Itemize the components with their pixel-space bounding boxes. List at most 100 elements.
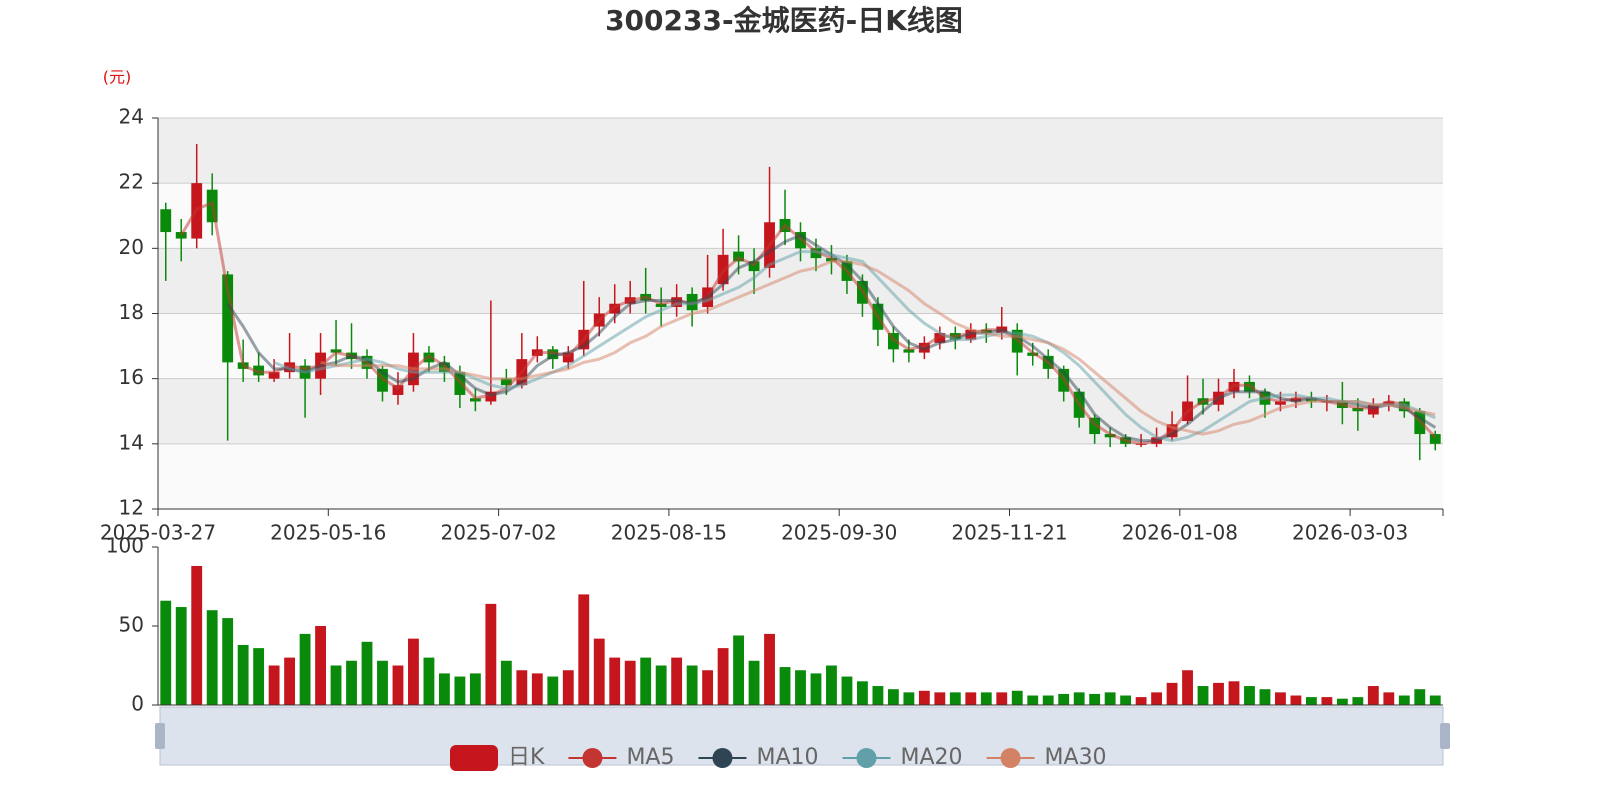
x-tick-label: 2025-08-15 [611,521,727,545]
volume-bar [748,660,760,705]
split-area [158,443,1443,509]
volume-bar [795,670,806,705]
candle-body [253,365,265,376]
volume-bar [887,689,899,705]
volume-bar [222,618,234,705]
candle-body [1367,404,1379,415]
volume-bar [1228,681,1240,705]
legend-item[interactable]: MA20 [842,745,963,770]
y-tick-label: 22 [119,170,144,194]
candle-body [1352,407,1364,412]
x-tick-label: 2026-03-03 [1292,521,1408,545]
y-tick-label: 18 [119,300,144,324]
legend-label: MA5 [626,745,674,770]
split-area [158,118,1443,184]
volume-bar [1073,692,1085,705]
volume-bar [934,692,946,705]
volume-bar [516,670,528,705]
legend-item[interactable]: 日K [450,745,545,771]
volume-bar [500,660,512,705]
volume-bar [1321,697,1333,705]
volume-bar [918,690,930,705]
volume-bar [408,638,419,705]
legend-icon [582,748,603,768]
volume-bar [609,657,621,705]
volume-bar [1367,686,1379,705]
volume-bar [1352,697,1364,705]
volume-bar [949,692,961,705]
volume-bar [1414,689,1426,705]
volume-bar [733,635,744,705]
volume-bar [562,670,574,705]
volume-bar [624,660,636,705]
volume-bar [655,665,667,705]
volume-bar [1104,692,1116,705]
volume-bar [454,676,466,705]
volume-bar [547,676,559,705]
volume-bar [531,673,543,705]
zoom-slider[interactable] [159,706,1444,766]
candle-body [1305,398,1317,402]
volume-bar [160,600,172,705]
volume-bar [315,626,326,705]
volume-bar [1429,695,1441,705]
volume-bar [1259,689,1271,705]
legend-label: MA30 [1045,745,1107,770]
y-tick-label: 50 [119,613,144,637]
volume-bar [872,686,884,705]
legend-label: 日K [508,745,545,770]
legend-item[interactable]: MA10 [698,745,819,770]
volume-bar [841,676,853,705]
volume-bar [330,665,342,705]
x-tick-label: 2025-07-02 [440,521,556,545]
volume-bar [702,670,714,705]
candle-body [733,251,744,262]
candle-body [268,372,280,379]
legend-icon [712,748,733,768]
candle-body [1429,434,1441,444]
volume-bar [826,665,837,705]
volume-bar [175,607,187,705]
candle-body [655,303,667,307]
volume-bar [1244,686,1255,705]
zoom-handle[interactable] [155,723,165,749]
volume-bar [593,638,605,705]
volume-bar [1042,695,1054,705]
plot-layer: 12 14 16 18 20 22 24 2025-03-27 2025-05-16 2025-0… [100,105,1444,716]
candle-body [1290,398,1302,402]
volume-bar [1197,686,1209,705]
volume-bar [392,665,404,705]
legend-item[interactable]: MA5 [568,745,674,770]
zoom-handle[interactable] [1440,723,1450,749]
volume-bar [903,692,915,705]
volume-bar [779,667,791,705]
y-tick-label: 0 [131,692,144,716]
volume-bar [1166,682,1178,705]
volume-bar [438,673,450,705]
volume-bar [857,681,868,705]
y-tick-label: 12 [119,496,144,520]
volume-bar [1305,697,1317,705]
volume-bar [686,665,698,705]
candle-body [671,297,683,307]
legend-item[interactable]: MA30 [986,745,1107,770]
chart-title: 300233-金城医药-日K线图 [605,4,963,37]
candle-body [392,385,404,395]
volume-bar [640,657,652,705]
volume-bar [1275,692,1286,705]
candle-body [903,349,915,353]
volume-bar [1383,692,1395,705]
candle-body [330,349,342,353]
candle-body [748,261,760,272]
volume-bar [191,565,203,705]
x-tick-label: 2025-11-21 [951,521,1067,545]
candle-body [284,362,296,373]
legend-label: MA10 [756,745,818,770]
volume-bar [1398,695,1410,705]
ma-line [273,250,1436,443]
candle-body [810,248,822,259]
y-tick-label: 100 [106,534,144,558]
legend-icon [1000,748,1021,768]
volume-bar [1058,693,1070,705]
volume-bar [1011,690,1023,705]
